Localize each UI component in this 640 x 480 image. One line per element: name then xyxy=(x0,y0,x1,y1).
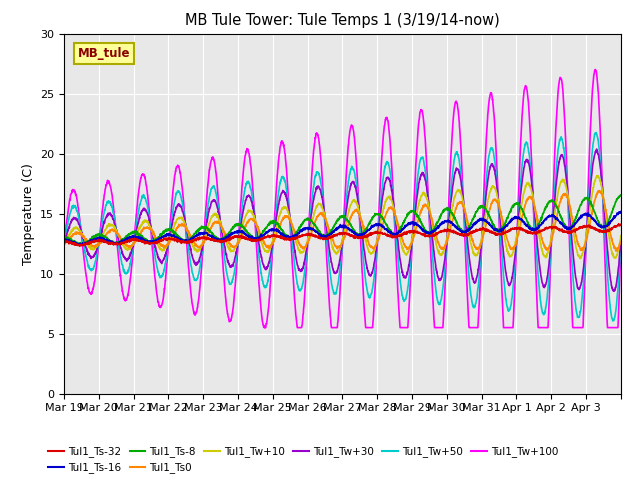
Y-axis label: Temperature (C): Temperature (C) xyxy=(22,163,35,264)
Text: MB_tule: MB_tule xyxy=(78,47,131,60)
Legend: Tul1_Ts-32, Tul1_Ts-16, Tul1_Ts-8, Tul1_Ts0, Tul1_Tw+10, Tul1_Tw+30, Tul1_Tw+50,: Tul1_Ts-32, Tul1_Ts-16, Tul1_Ts-8, Tul1_… xyxy=(44,442,563,478)
Title: MB Tule Tower: Tule Temps 1 (3/19/14-now): MB Tule Tower: Tule Temps 1 (3/19/14-now… xyxy=(185,13,500,28)
